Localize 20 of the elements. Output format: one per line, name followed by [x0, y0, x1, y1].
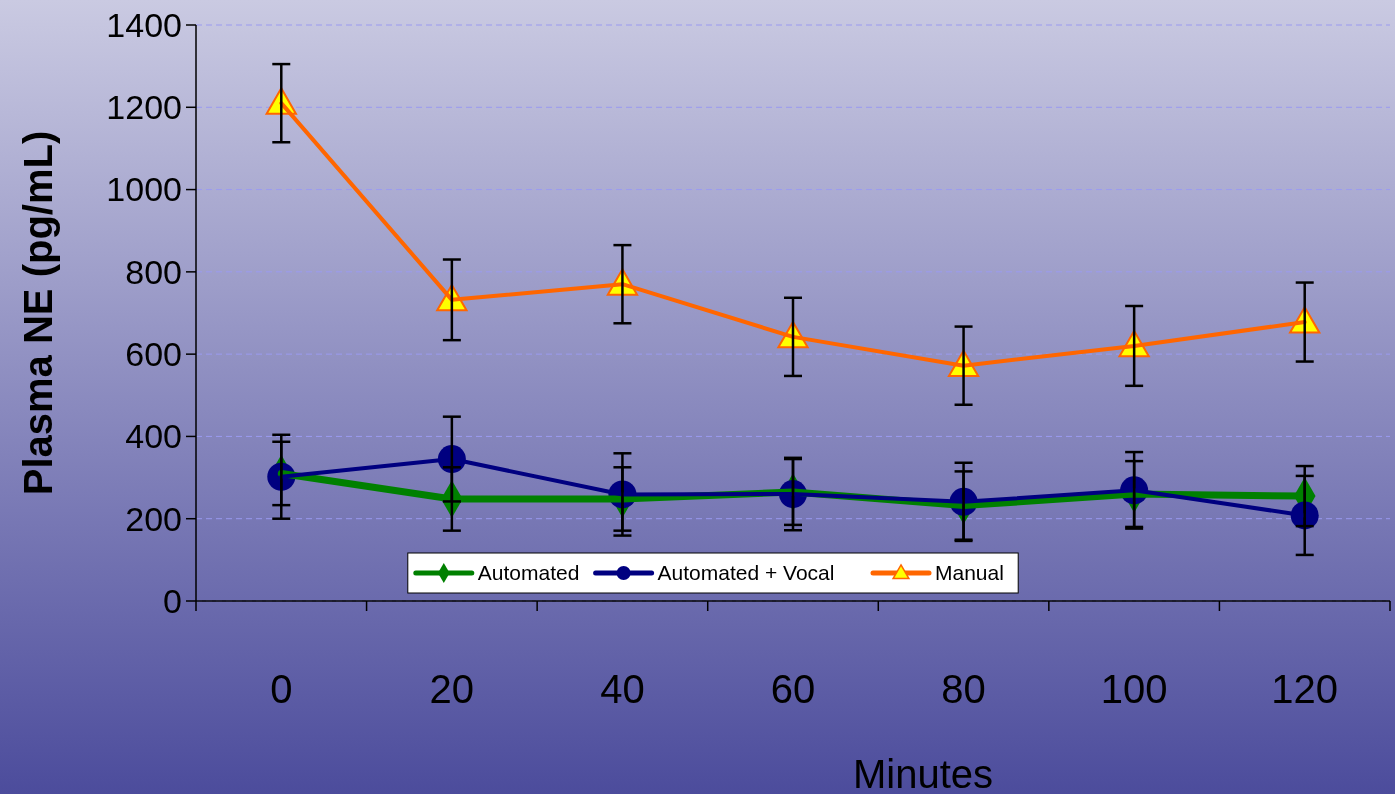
x-tick-label: 60 — [770, 667, 816, 711]
x-axis-title: Minutes — [852, 752, 994, 794]
legend-label: Manual — [935, 561, 1004, 585]
x-tick-label: 80 — [941, 667, 986, 711]
y-tick-label: 1200 — [106, 88, 182, 127]
x-tick-label: 120 — [1271, 667, 1339, 711]
y-tick-label: 1000 — [106, 170, 182, 209]
y-axis-title: Plasma NE (pg/mL) — [16, 130, 60, 496]
x-tick-label: 20 — [429, 667, 475, 711]
legend-label: Automated — [477, 561, 580, 585]
y-tick-label: 600 — [125, 335, 182, 374]
x-tick-label: 0 — [270, 667, 293, 711]
y-tick-label: 400 — [125, 417, 182, 456]
y-tick-label: 0 — [163, 581, 182, 620]
y-tick-label: 1400 — [106, 5, 182, 44]
x-tick-label: 100 — [1100, 667, 1168, 711]
y-tick-label: 800 — [125, 252, 182, 291]
y-tick-label: 200 — [125, 499, 182, 538]
legend-label: Automated + Vocal — [657, 561, 835, 585]
x-tick-label: 40 — [600, 667, 645, 711]
